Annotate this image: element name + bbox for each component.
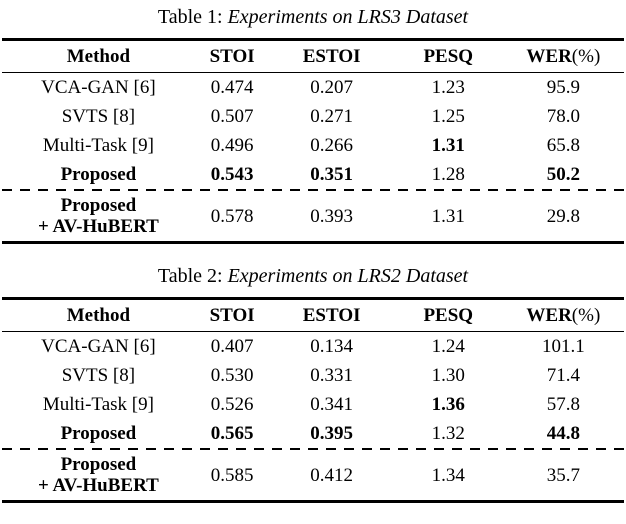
table2-caption-title: Experiments on LRS2 Dataset xyxy=(227,265,469,287)
stoi-cell: 0.407 xyxy=(210,336,254,357)
wer-cell-best: 50.2 xyxy=(546,164,580,185)
wer-cell: 65.8 xyxy=(546,135,580,156)
stoi-cell: 0.530 xyxy=(210,365,254,386)
pesq-cell-best: 1.31 xyxy=(431,135,465,156)
estoi-cell: 0.412 xyxy=(310,464,353,486)
table-row-proposed-av-hubert: Proposed + AV-HuBERT 0.585 0.412 1.34 35… xyxy=(2,450,624,502)
wer-cell: 57.8 xyxy=(546,394,580,415)
col-header-estoi: ESTOI xyxy=(269,298,394,332)
method-cell: Multi-Task [9] xyxy=(42,394,154,415)
wer-cell-best: 44.8 xyxy=(546,423,580,444)
table1-header-row: Method STOI ESTOI PESQ WER(%) xyxy=(2,39,624,73)
table-row-svts: SVTS [8] 0.507 0.271 1.25 78.0 xyxy=(2,102,624,131)
method-cell: Proposed xyxy=(60,423,137,444)
wer-cell: 35.7 xyxy=(546,464,580,486)
stoi-cell: 0.507 xyxy=(210,106,254,127)
results-table-lrs3: Method STOI ESTOI PESQ WER(%) VCA-GAN [6… xyxy=(2,38,624,244)
method-cell: Proposed + AV-HuBERT xyxy=(2,191,195,243)
estoi-cell: 0.393 xyxy=(310,205,353,227)
table-row-vca-gan: VCA-GAN [6] 0.474 0.207 1.23 95.9 xyxy=(2,73,624,103)
estoi-cell: 0.134 xyxy=(310,336,353,357)
stoi-cell: 0.496 xyxy=(210,135,254,156)
stoi-cell: 0.526 xyxy=(210,394,254,415)
estoi-cell: 0.271 xyxy=(310,106,353,127)
table1-caption-label: Table 1: xyxy=(157,6,223,28)
table2-caption-label: Table 2: xyxy=(157,265,223,287)
method-cell: Proposed + AV-HuBERT xyxy=(2,450,195,502)
pesq-cell: 1.31 xyxy=(431,205,465,227)
method-cell: VCA-GAN [6] xyxy=(41,77,156,98)
method-line-1: Proposed xyxy=(60,195,137,216)
table-row-vca-gan: VCA-GAN [6] 0.407 0.134 1.24 101.1 xyxy=(2,332,624,362)
method-cell: SVTS [8] xyxy=(61,365,136,386)
method-cell: SVTS [8] xyxy=(61,106,136,127)
method-cell: Proposed xyxy=(60,164,137,185)
col-header-method: Method xyxy=(2,39,195,73)
method-line-2: + AV-HuBERT xyxy=(37,216,159,237)
stoi-cell-best: 0.565 xyxy=(210,423,254,444)
results-table-lrs2: Method STOI ESTOI PESQ WER(%) VCA-GAN [6… xyxy=(2,297,624,503)
wer-unit-label: (%) xyxy=(571,305,601,326)
pesq-cell: 1.23 xyxy=(431,77,465,98)
pesq-cell: 1.34 xyxy=(431,464,465,486)
dashed-separator xyxy=(2,189,624,191)
stoi-cell: 0.585 xyxy=(210,464,254,486)
dashed-separator xyxy=(2,448,624,450)
estoi-cell: 0.341 xyxy=(310,394,353,415)
table2-caption: Table 2: Experiments on LRS2 Dataset xyxy=(0,244,626,288)
method-cell: Multi-Task [9] xyxy=(42,135,154,156)
wer-cell: 78.0 xyxy=(546,106,580,127)
estoi-cell-best: 0.395 xyxy=(310,423,353,444)
estoi-cell: 0.331 xyxy=(310,365,353,386)
stoi-cell: 0.474 xyxy=(210,77,254,98)
wer-label: WER xyxy=(526,46,572,67)
pesq-cell: 1.24 xyxy=(431,336,465,357)
col-header-pesq: PESQ xyxy=(393,39,503,73)
table-row-multi-task: Multi-Task [9] 0.496 0.266 1.31 65.8 xyxy=(2,131,624,160)
stoi-cell-best: 0.543 xyxy=(210,164,254,185)
pesq-cell: 1.25 xyxy=(431,106,465,127)
table1-caption-title: Experiments on LRS3 Dataset xyxy=(227,6,469,28)
wer-unit-label: (%) xyxy=(571,46,601,67)
table-row-proposed: Proposed 0.565 0.395 1.32 44.8 xyxy=(2,419,624,448)
table2-header-row: Method STOI ESTOI PESQ WER(%) xyxy=(2,298,624,332)
pesq-cell: 1.28 xyxy=(431,164,465,185)
estoi-cell: 0.266 xyxy=(310,135,353,156)
table-row-multi-task: Multi-Task [9] 0.526 0.341 1.36 57.8 xyxy=(2,390,624,419)
table-row-proposed: Proposed 0.543 0.351 1.28 50.2 xyxy=(2,160,624,189)
col-header-estoi: ESTOI xyxy=(269,39,394,73)
pesq-cell: 1.32 xyxy=(431,423,465,444)
wer-cell: 29.8 xyxy=(546,205,580,227)
wer-label: WER xyxy=(526,305,572,326)
col-header-method: Method xyxy=(2,298,195,332)
method-cell: VCA-GAN [6] xyxy=(41,336,156,357)
col-header-pesq: PESQ xyxy=(393,298,503,332)
wer-cell: 71.4 xyxy=(546,365,580,386)
col-header-stoi: STOI xyxy=(194,298,270,332)
col-header-stoi: STOI xyxy=(194,39,270,73)
pesq-cell: 1.30 xyxy=(431,365,465,386)
table-row-svts: SVTS [8] 0.530 0.331 1.30 71.4 xyxy=(2,361,624,390)
method-line-2: + AV-HuBERT xyxy=(37,475,159,496)
wer-cell: 95.9 xyxy=(546,77,580,98)
method-line-1: Proposed xyxy=(60,454,137,475)
col-header-wer: WER(%) xyxy=(502,298,624,332)
table1-caption: Table 1: Experiments on LRS3 Dataset xyxy=(0,0,626,29)
col-header-wer: WER(%) xyxy=(502,39,624,73)
wer-cell: 101.1 xyxy=(541,336,585,357)
pesq-cell-best: 1.36 xyxy=(431,394,465,415)
stoi-cell: 0.578 xyxy=(210,205,254,227)
estoi-cell: 0.207 xyxy=(310,77,353,98)
table-row-proposed-av-hubert: Proposed + AV-HuBERT 0.578 0.393 1.31 29… xyxy=(2,191,624,243)
estoi-cell-best: 0.351 xyxy=(310,164,353,185)
